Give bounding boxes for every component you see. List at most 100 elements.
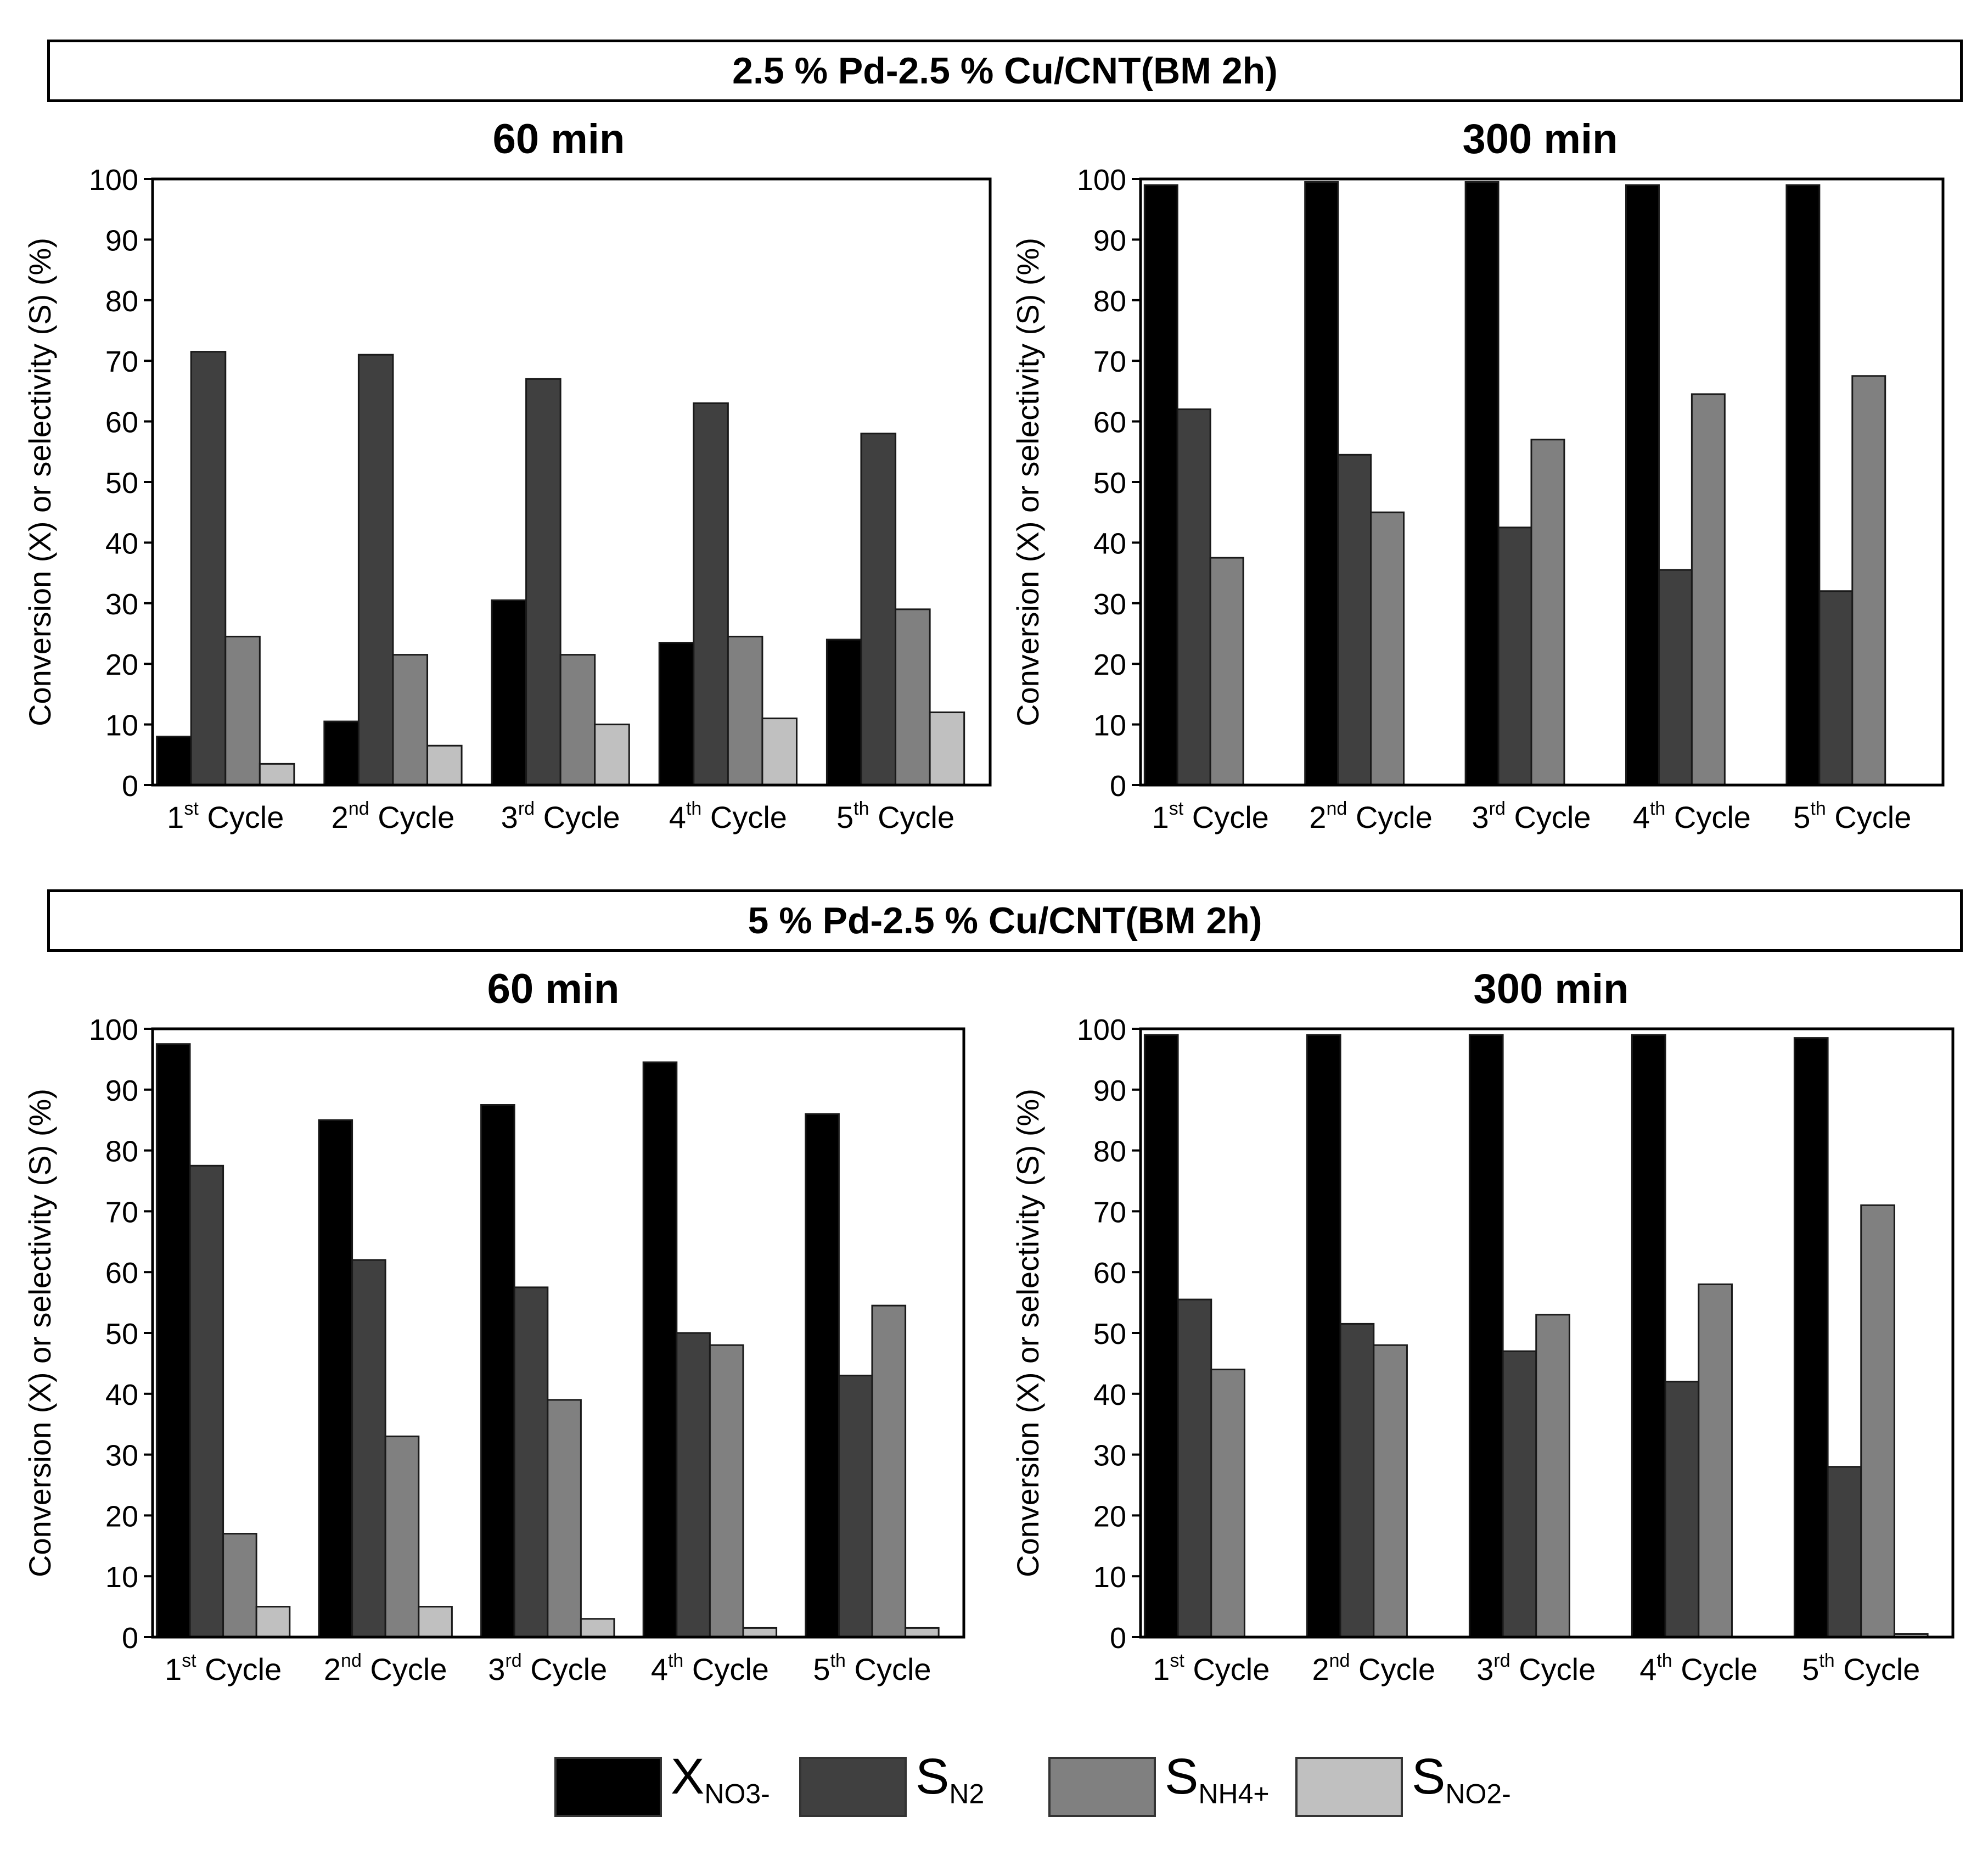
legend-label-x-no3: XNO3- xyxy=(671,1751,770,1808)
x-tick-label: 1st Cycle xyxy=(167,798,284,834)
catalyst-title-bottom-text: 5 % Pd-2.5 % Cu/CNT(BM 2h) xyxy=(748,900,1262,942)
y-axis-label: Conversion (X) or selectivity (S) (%) xyxy=(1010,238,1045,726)
x-tick-label: 2nd Cycle xyxy=(1312,1650,1435,1686)
y-tick-label: 50 xyxy=(1093,467,1126,500)
bar-x-no3--cycle-4 xyxy=(1631,1034,1666,1638)
x-tick-label: 4th Cycle xyxy=(1639,1650,1757,1686)
x-tick-label: 3rd Cycle xyxy=(1476,1650,1596,1686)
bar-x-no3--cycle-4 xyxy=(1625,184,1660,786)
legend-swatch-x-no3 xyxy=(554,1757,662,1817)
legend-label-x-no3-main: X xyxy=(671,1749,705,1805)
y-tick-label: 60 xyxy=(105,406,138,439)
y-tick-label: 90 xyxy=(1093,224,1126,257)
bar-x-no3--cycle-4 xyxy=(658,642,695,786)
legend-label-s-nh4-main: S xyxy=(1165,1749,1199,1805)
y-tick-label: 70 xyxy=(105,1196,138,1229)
legend-label-s-no2: SNO2- xyxy=(1412,1751,1511,1808)
legend-label-s-no2-sub: NO2- xyxy=(1445,1778,1511,1809)
bar-x-no3--cycle-1 xyxy=(155,1043,191,1638)
legend-swatch-s-nh4 xyxy=(1048,1757,1156,1817)
bar-s-n2-cycle-1 xyxy=(189,1164,224,1638)
y-tick-label: 70 xyxy=(1093,345,1126,378)
x-tick-label: 4th Cycle xyxy=(651,1650,769,1686)
bar-s-n2-cycle-5 xyxy=(1818,590,1854,786)
y-tick-label: 60 xyxy=(105,1257,138,1290)
x-tick-label: 4th Cycle xyxy=(669,798,787,834)
x-tick-label: 1st Cycle xyxy=(1153,1650,1270,1686)
x-tick-label: 1st Cycle xyxy=(1152,798,1269,834)
chart-top-left: Conversion (X) or selectivity (S) (%) 0 10… xyxy=(23,164,992,834)
y-tick-label: 30 xyxy=(105,1439,138,1472)
bar-s-nh4--cycle-4 xyxy=(727,636,763,786)
bar-s-nh4--cycle-4 xyxy=(1698,1283,1733,1638)
y-tick-label: 70 xyxy=(105,345,138,378)
legend: XNO3- SN2 SNH4+ SNO2- xyxy=(0,1751,1988,1828)
y-tick-label: 70 xyxy=(1093,1196,1126,1229)
y-tick-label: 80 xyxy=(1093,1135,1126,1168)
bar-s-n2-cycle-4 xyxy=(1664,1381,1700,1638)
bar-s-n2-cycle-2 xyxy=(351,1259,386,1638)
y-tick-label: 100 xyxy=(89,1013,138,1046)
x-tick-label: 3rd Cycle xyxy=(1472,798,1591,834)
y-tick-label: 20 xyxy=(105,1500,138,1533)
bar-s-n2-cycle-5 xyxy=(838,1375,873,1638)
y-tick-label: 20 xyxy=(1093,648,1126,681)
x-tick-label: 4th Cycle xyxy=(1633,798,1751,834)
bar-x-no3--cycle-2 xyxy=(1304,181,1339,786)
bar-s-nh4--cycle-3 xyxy=(559,654,596,786)
y-tick-label: 10 xyxy=(105,1561,138,1594)
y-axis-label: Conversion (X) or selectivity (S) (%) xyxy=(23,1089,57,1577)
bar-s-no2--cycle-3 xyxy=(580,1618,615,1638)
chart-top-right: Conversion (X) or selectivity (S) (%) 0 10… xyxy=(1010,164,1945,834)
y-tick-label: 20 xyxy=(105,648,138,681)
bar-s-n2-cycle-4 xyxy=(693,402,729,786)
y-tick-label: 30 xyxy=(1093,1439,1126,1472)
bar-x-no3--cycle-2 xyxy=(1306,1034,1341,1638)
y-tick-label: 0 xyxy=(122,770,138,803)
bar-s-no2--cycle-1 xyxy=(255,1606,291,1638)
bar-x-no3--cycle-5 xyxy=(1793,1037,1829,1638)
y-tick-label: 0 xyxy=(122,1622,138,1655)
bar-x-no3--cycle-1 xyxy=(156,736,192,786)
y-axis-label: Conversion (X) or selectivity (S) (%) xyxy=(1010,1089,1045,1577)
catalyst-title-bottom: 5 % Pd-2.5 % Cu/CNT(BM 2h) xyxy=(47,889,1963,952)
panel-title-bottom-right: 300 min xyxy=(1473,966,1629,1012)
y-tick-label: 60 xyxy=(1093,406,1126,439)
bar-x-no3--cycle-5 xyxy=(1785,184,1821,786)
bar-s-n2-cycle-1 xyxy=(1177,1298,1212,1638)
x-tick-label: 3rd Cycle xyxy=(501,798,620,834)
panel-title-top-left: 60 min xyxy=(492,116,625,163)
x-tick-label: 2nd Cycle xyxy=(332,798,455,834)
y-tick-label: 10 xyxy=(1093,1561,1126,1594)
x-tick-label: 1st Cycle xyxy=(165,1650,282,1686)
legend-label-s-n2-sub: N2 xyxy=(949,1778,985,1809)
bar-x-no3--cycle-4 xyxy=(642,1061,678,1638)
bar-s-no2--cycle-1 xyxy=(259,763,295,786)
bar-s-n2-cycle-1 xyxy=(1176,408,1211,786)
legend-label-s-n2-main: S xyxy=(916,1749,950,1805)
legend-label-s-no2-main: S xyxy=(1412,1749,1446,1805)
x-tick-label: 5th Cycle xyxy=(1793,798,1911,834)
x-tick-label: 2nd Cycle xyxy=(324,1650,447,1686)
bar-s-nh4--cycle-2 xyxy=(384,1435,420,1638)
bar-s-nh4--cycle-1 xyxy=(224,636,261,786)
bar-s-no2--cycle-2 xyxy=(426,744,463,786)
y-tick-label: 80 xyxy=(1093,285,1126,318)
chart-bottom-right: Conversion (X) or selectivity (S) (%) 0 10… xyxy=(1010,1013,1955,1686)
bar-s-nh4--cycle-2 xyxy=(1370,511,1405,786)
bar-s-n2-cycle-5 xyxy=(860,433,897,786)
bar-s-n2-cycle-5 xyxy=(1827,1466,1862,1638)
bar-s-nh4--cycle-3 xyxy=(1530,439,1565,786)
bar-x-no3--cycle-3 xyxy=(480,1104,515,1638)
bar-s-n2-cycle-3 xyxy=(1497,526,1532,786)
bar-s-n2-cycle-3 xyxy=(525,378,561,786)
catalyst-title-top-text: 2.5 % Pd-2.5 % Cu/CNT(BM 2h) xyxy=(732,50,1278,92)
bar-s-n2-cycle-2 xyxy=(1339,1323,1375,1638)
y-tick-label: 90 xyxy=(1093,1074,1126,1107)
y-tick-label: 50 xyxy=(105,1318,138,1351)
legend-label-s-nh4-sub: NH4+ xyxy=(1198,1778,1270,1809)
bar-x-no3--cycle-5 xyxy=(805,1113,840,1638)
y-tick-label: 40 xyxy=(105,527,138,560)
catalyst-title-top: 2.5 % Pd-2.5 % Cu/CNT(BM 2h) xyxy=(47,40,1963,102)
y-tick-label: 100 xyxy=(1077,1013,1126,1046)
